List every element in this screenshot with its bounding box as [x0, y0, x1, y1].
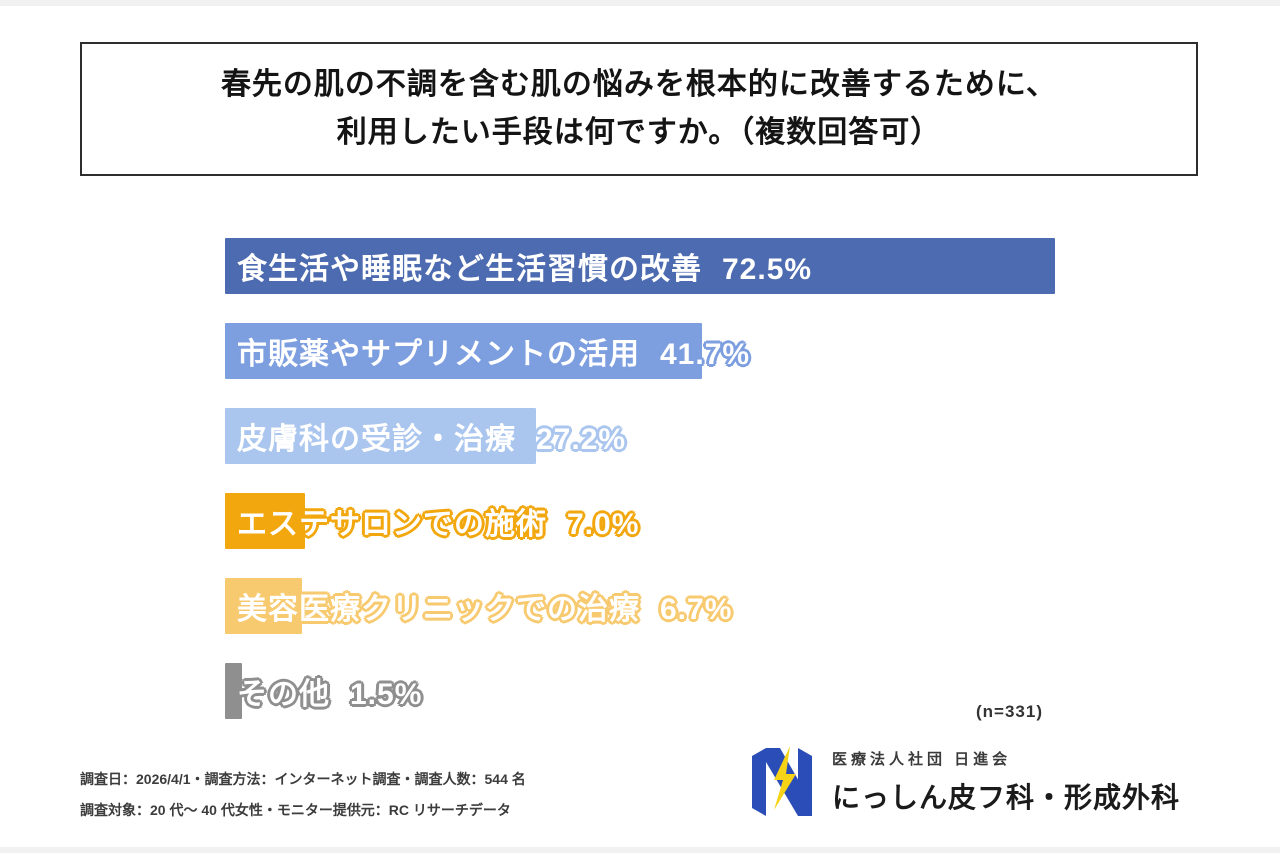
bar-value-text: 1.5%: [350, 678, 423, 711]
sample-size-note: (n=331): [976, 702, 1043, 721]
clinic-logo-icon: [752, 746, 812, 816]
bar-rows: 食生活や睡眠など生活習慣の改善 72.5% 市販薬やサプリメントの活用 41.7% 皮膚…: [225, 238, 1225, 748]
bar: [225, 578, 302, 634]
bar-label: 美容医療クリニックでの治療 6.7%: [237, 584, 732, 628]
bar-label: 市販薬やサプリメントの活用 41.7%: [237, 329, 750, 373]
bar-row: 市販薬やサプリメントの活用 41.7%: [225, 323, 1225, 379]
bar: [225, 408, 537, 464]
bar-row: 食生活や睡眠など生活習慣の改善 72.5%: [225, 238, 1225, 294]
title-line-1: 春先の肌の不調を含む肌の悩みを根本的に改善するために、: [220, 68, 1058, 101]
bar-row: 皮膚科の受診・治療 27.2%: [225, 408, 1225, 464]
page-bottom-edge: [0, 847, 1280, 853]
bar-row: エステサロンでの施術 7.0%: [225, 493, 1225, 549]
bar-category-text: 食生活や睡眠など生活習慣の改善: [237, 253, 702, 286]
bar-category-text: 市販薬やサプリメントの活用: [237, 338, 640, 371]
bar-category-text: 皮膚科の受診・治療: [237, 423, 516, 456]
survey-methodology-notes: 調査日：2026/4/1・調査方法：インターネット調査・調査人数：544 名 調…: [80, 764, 526, 826]
clinic-group-name: 医療法人社団 日進会: [832, 751, 1012, 768]
survey-note-line-1: 調査日：2026/4/1・調査方法：インターネット調査・調査人数：544 名: [80, 771, 526, 787]
clinic-branding: 医療法人社団 日進会 にっしん皮フ科・形成外科: [750, 744, 1180, 820]
bar: [225, 323, 703, 379]
bar: [225, 663, 243, 719]
survey-question-title-box: 春先の肌の不調を含む肌の悩みを根本的に改善するために、 利用したい手段は何ですか…: [80, 42, 1198, 176]
bar-category-text: その他: [237, 678, 330, 711]
page-top-edge: [0, 0, 1280, 6]
bar-label: 食生活や睡眠など生活習慣の改善 72.5%: [237, 244, 812, 288]
bar: [225, 238, 1055, 294]
bar-row: 美容医療クリニックでの治療 6.7%: [225, 578, 1225, 634]
bar: [225, 493, 306, 549]
bar-value-text: 41.7%: [660, 338, 751, 371]
bar-value-text: 72.5%: [722, 253, 813, 286]
bar-row: その他 1.5%: [225, 663, 1225, 719]
title-line-2: 利用したい手段は何ですか。（複数回答可）: [336, 116, 942, 149]
bar-value-text: 7.0%: [567, 508, 640, 541]
bar-label: その他 1.5%: [237, 669, 422, 713]
bar-category-text: エステサロンでの施術: [237, 508, 547, 541]
bar-label: エステサロンでの施術 7.0%: [237, 499, 639, 543]
survey-note-line-2: 調査対象：20 代～ 40 代女性・モニター提供元：RC リサーチデータ: [80, 801, 511, 818]
bar-value-text: 6.7%: [660, 593, 733, 626]
bar-category-text: 美容医療クリニックでの治療: [237, 593, 640, 626]
clinic-text: 医療法人社団 日進会 にっしん皮フ科・形成外科: [832, 748, 1180, 816]
clinic-name: にっしん皮フ科・形成外科: [832, 782, 1181, 813]
bar-value-text: 27.2%: [536, 423, 627, 456]
bar-label: 皮膚科の受診・治療 27.2%: [237, 414, 626, 458]
